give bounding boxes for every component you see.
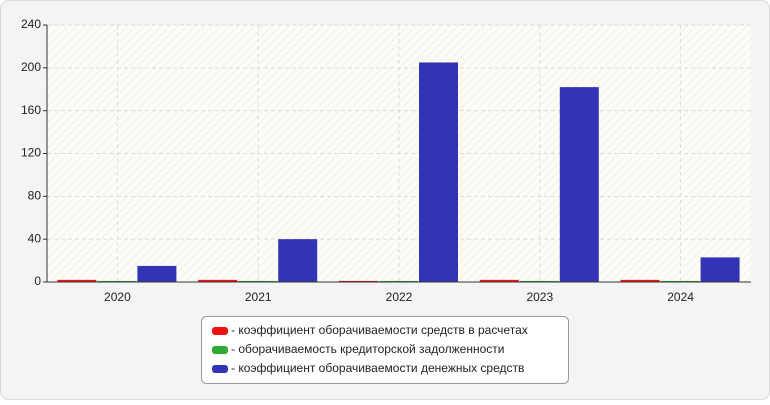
bar <box>278 239 318 282</box>
x-tick-label: 2022 <box>386 290 413 304</box>
legend-box <box>201 316 569 384</box>
bar <box>339 280 378 282</box>
x-tick-label: 2021 <box>245 290 272 304</box>
x-tick-label: 2023 <box>526 290 553 304</box>
y-tick-label: 200 <box>21 60 41 74</box>
bar <box>198 279 238 282</box>
y-tick-label: 120 <box>21 146 41 160</box>
bar <box>620 279 660 282</box>
y-tick-label: 40 <box>28 231 42 245</box>
bar <box>519 280 559 282</box>
bar <box>137 265 177 282</box>
bar <box>238 280 278 282</box>
bar <box>559 87 599 282</box>
x-tick-label: 2024 <box>667 290 694 304</box>
legend-swatch <box>212 346 228 354</box>
legend-swatch <box>212 365 228 373</box>
legend-swatch <box>212 327 228 335</box>
legend-label: - коэффициент оборачиваемости средств в … <box>231 323 528 337</box>
bar <box>379 280 418 282</box>
x-tick-label: 2020 <box>104 290 131 304</box>
y-tick-label: 0 <box>34 274 41 288</box>
legend-label: - коэффициент оборачиваемости денежных с… <box>231 361 524 375</box>
y-tick-label: 160 <box>21 103 41 117</box>
y-tick-label: 80 <box>28 189 42 203</box>
bar <box>660 280 700 282</box>
legend-label: - оборачиваемость кредиторской задолженн… <box>231 342 504 356</box>
y-tick-label: 240 <box>21 17 41 31</box>
bar <box>479 279 519 282</box>
bar <box>57 279 97 282</box>
bar <box>419 62 458 282</box>
bar <box>700 257 740 282</box>
bar <box>97 280 137 282</box>
